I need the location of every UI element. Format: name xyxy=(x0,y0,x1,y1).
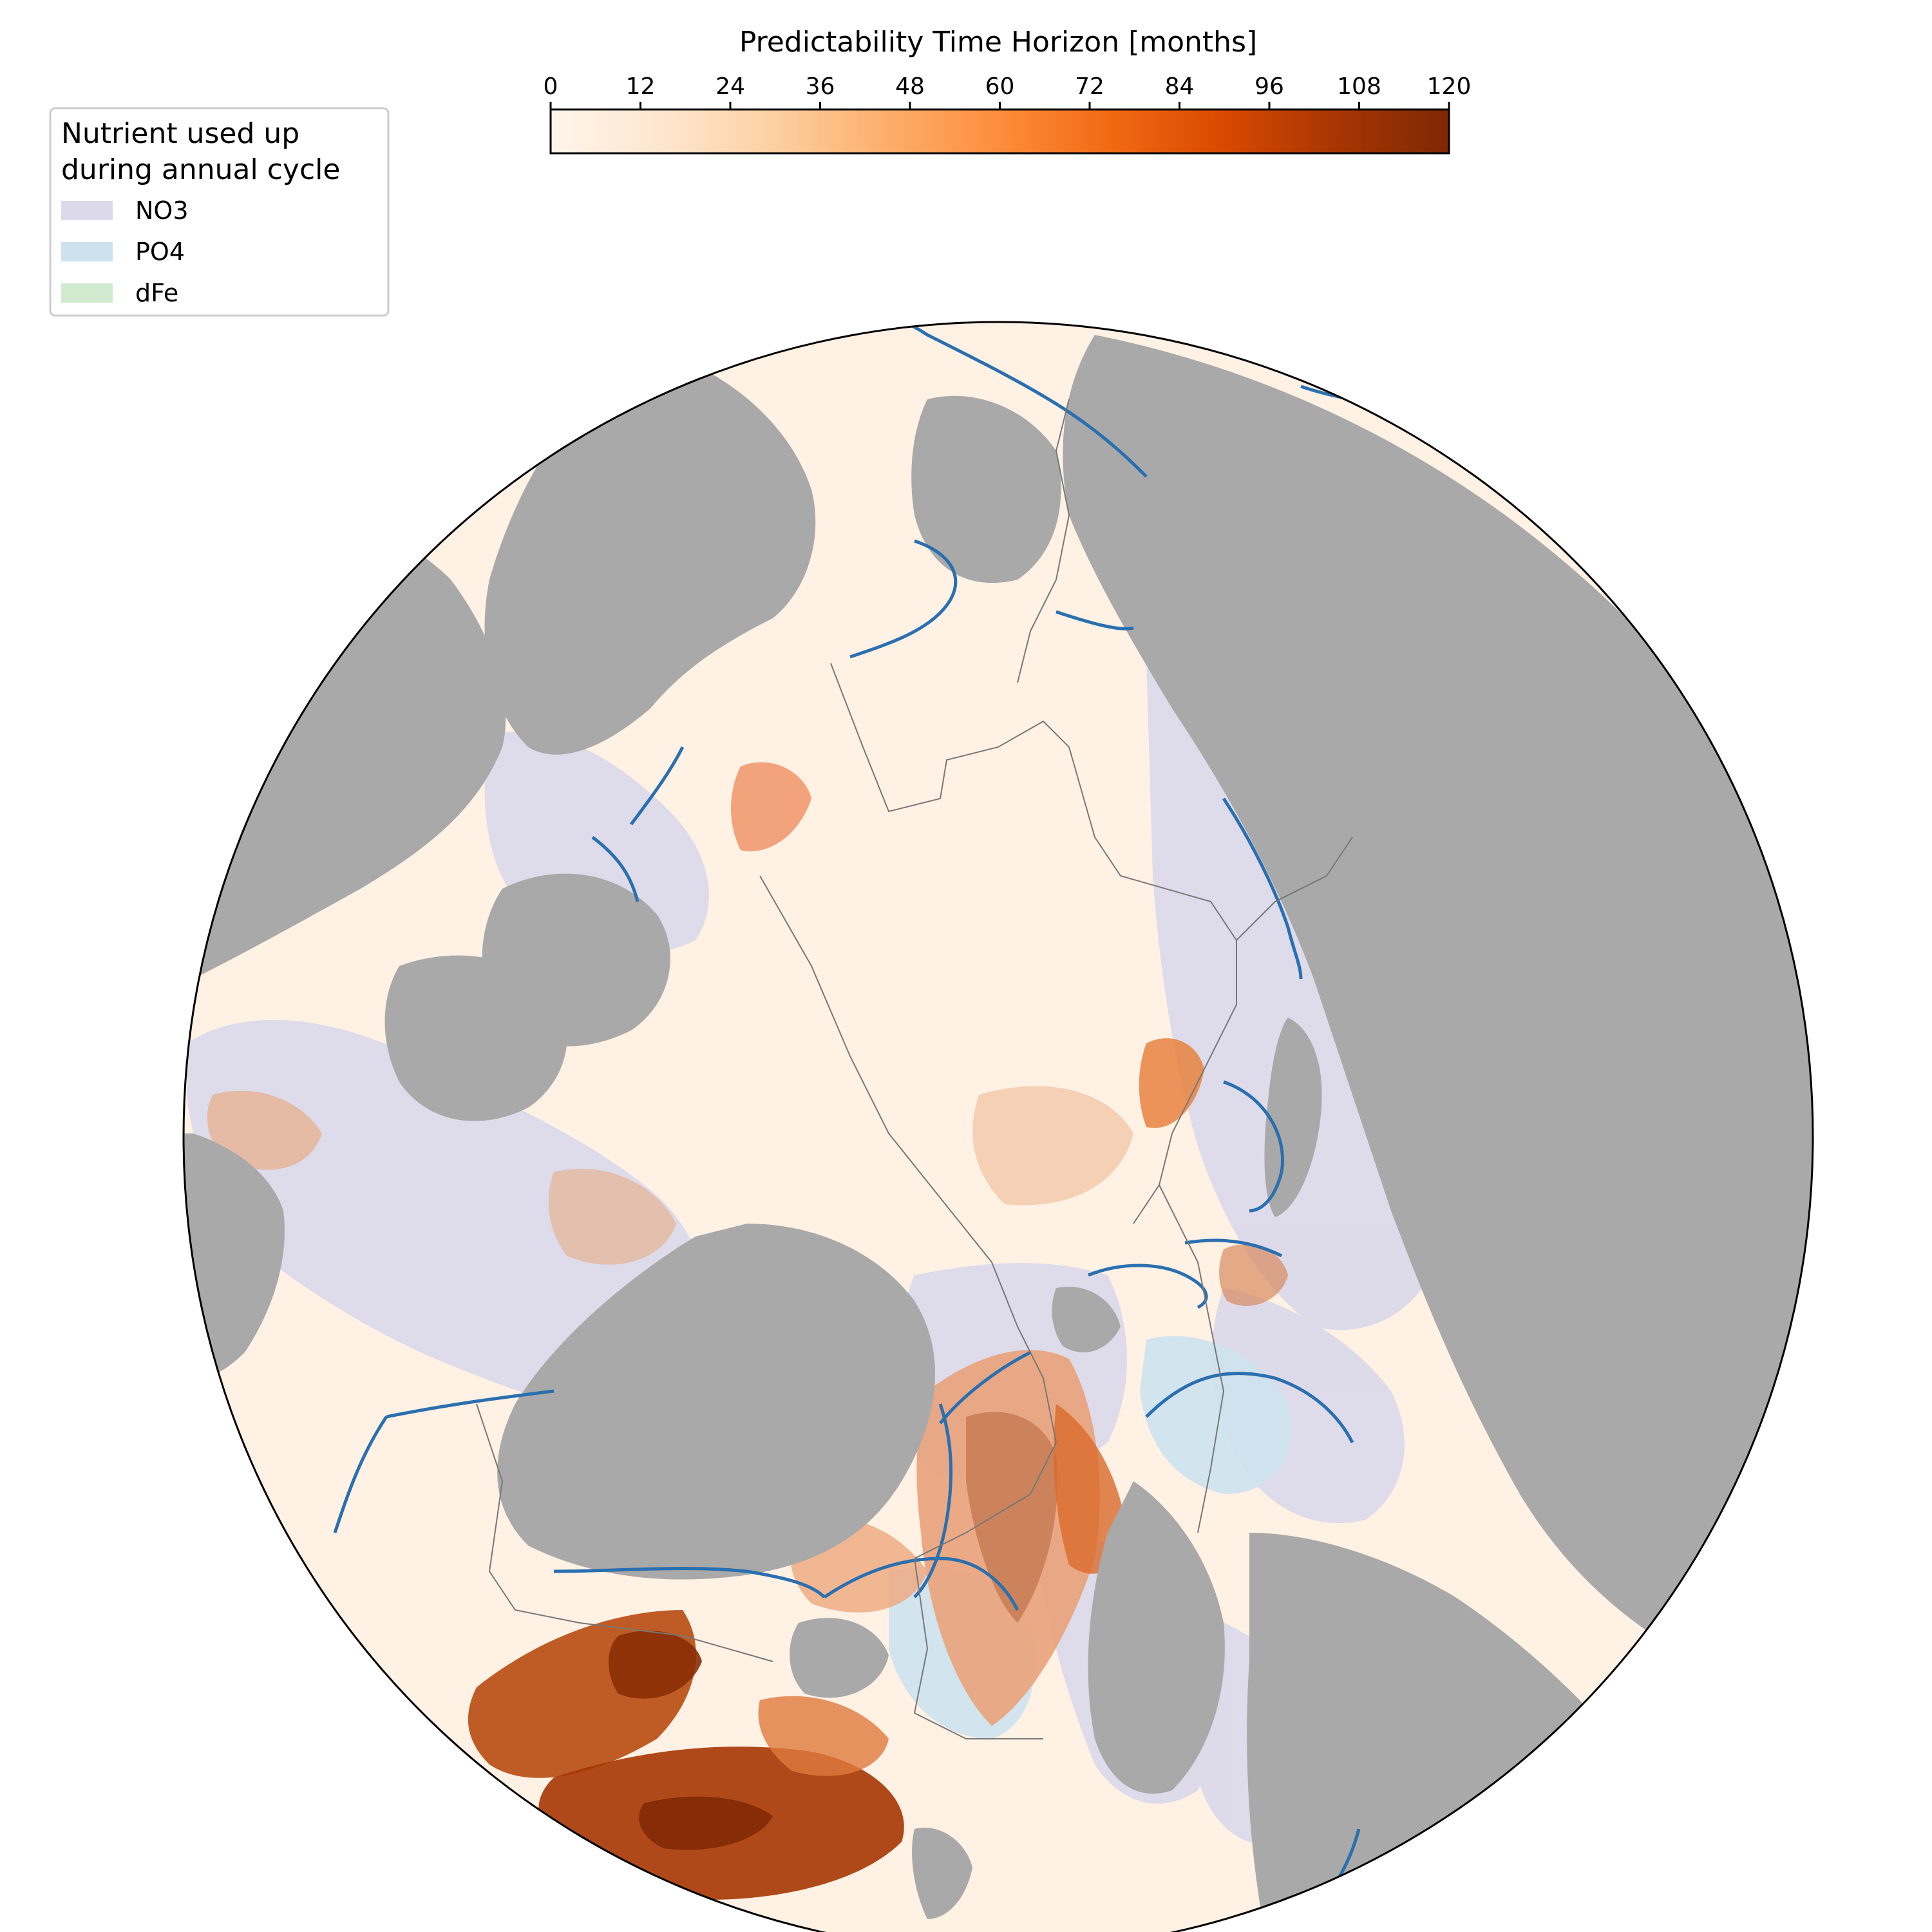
colorbar-tick-label: 24 xyxy=(715,73,745,100)
colorbar-tick-label: 0 xyxy=(544,73,558,100)
polar-map xyxy=(182,321,1814,1932)
colorbar-tick-label: 108 xyxy=(1337,73,1381,100)
land xyxy=(184,335,1813,1919)
colorbar-tick-label: 12 xyxy=(626,73,656,100)
land-baffin xyxy=(384,955,567,1121)
colorbar-tick-label: 60 xyxy=(985,73,1015,100)
legend-frame xyxy=(49,107,390,317)
land-svalbard xyxy=(1052,1287,1121,1352)
legend-title-line1: Nutrient used up xyxy=(61,117,299,150)
colorbar-tick-label: 84 xyxy=(1165,73,1195,100)
colorbar-tick-label: 96 xyxy=(1255,73,1284,100)
predictability-patches xyxy=(207,762,1288,1900)
legend-title-line2: during annual cycle xyxy=(61,153,340,186)
land-siberia xyxy=(1063,335,1813,1649)
colorbar-tick-label: 72 xyxy=(1075,73,1104,100)
land-iceland xyxy=(790,1618,889,1698)
land-chukotka xyxy=(911,395,1061,583)
colorbar-tick-label: 120 xyxy=(1427,73,1472,100)
legend: Nutrient used up during annual cycle NO3… xyxy=(49,107,390,317)
land-uk xyxy=(912,1828,972,1919)
colorbar-title: Predictability Time Horizon [months] xyxy=(739,26,1257,59)
colorbar-ticks: 0 12 24 36 48 60 72 84 96 108 120 xyxy=(544,73,1472,109)
legend-label-dfe: dFe xyxy=(135,279,178,307)
colorbar: Predictability Time Horizon [months] 0 12… xyxy=(544,26,1472,155)
colorbar-tick-label: 36 xyxy=(806,73,835,100)
colorbar-bar xyxy=(549,108,1450,155)
legend-swatch-dfe xyxy=(61,283,113,303)
legend-label-po4: PO4 xyxy=(135,238,185,266)
legend-swatch-no3 xyxy=(61,201,113,220)
land-labrador xyxy=(184,1133,285,1381)
land-scandinavia xyxy=(1088,1481,1225,1794)
land-greenland xyxy=(497,1224,936,1580)
legend-label-no3: NO3 xyxy=(135,196,189,225)
land-alaska-canada xyxy=(484,348,816,755)
map-boundary-circle xyxy=(182,321,1814,1932)
region-borders xyxy=(476,399,1353,1739)
colorbar-tick-label: 48 xyxy=(895,73,925,100)
legend-swatch-po4 xyxy=(61,242,113,261)
land-novaya-zemlya xyxy=(1264,1018,1322,1217)
